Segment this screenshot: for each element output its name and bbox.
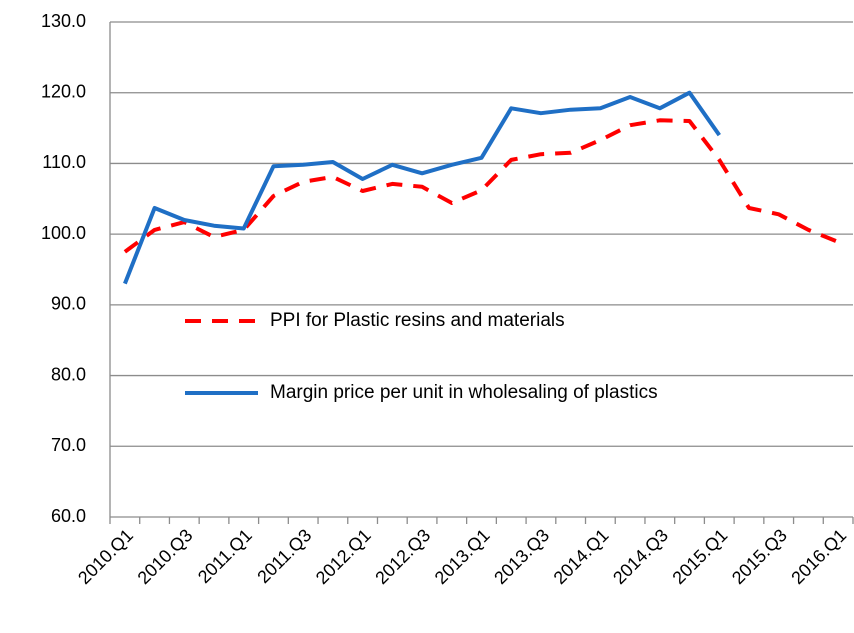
y-tick-label: 130.0	[41, 11, 86, 31]
y-tick-label: 110.0	[42, 152, 86, 172]
x-tick-label: 2014.Q3	[609, 525, 672, 588]
x-tick-label: 2011.Q3	[253, 525, 315, 587]
x-tick-label: 2013.Q1	[431, 525, 494, 588]
x-tick-label: 2012.Q3	[371, 525, 434, 588]
x-tick-label: 2012.Q1	[312, 525, 375, 588]
y-tick-label: 70.0	[51, 435, 86, 455]
x-tick-label: 2013.Q3	[490, 525, 553, 588]
legend-label: Margin price per unit in wholesaling of …	[270, 382, 658, 403]
legend-label: PPI for Plastic resins and materials	[270, 310, 565, 331]
x-tick-label: 2011.Q1	[194, 525, 256, 587]
y-tick-label: 60.0	[51, 506, 86, 526]
x-tick-label: 2015.Q3	[728, 525, 791, 588]
x-tick-label: 2014.Q1	[550, 525, 613, 588]
series-line	[123, 118, 839, 254]
series-line	[123, 90, 721, 285]
x-tick-label: 2016.Q1	[787, 525, 850, 588]
y-tick-label: 120.0	[41, 81, 86, 101]
y-tick-label: 80.0	[51, 364, 86, 384]
x-tick-label: 2010.Q1	[74, 525, 137, 588]
x-tick-label: 2010.Q3	[134, 525, 197, 588]
y-tick-label: 100.0	[41, 223, 86, 243]
x-tick-label: 2015.Q1	[668, 525, 731, 588]
y-tick-label: 90.0	[51, 294, 86, 314]
